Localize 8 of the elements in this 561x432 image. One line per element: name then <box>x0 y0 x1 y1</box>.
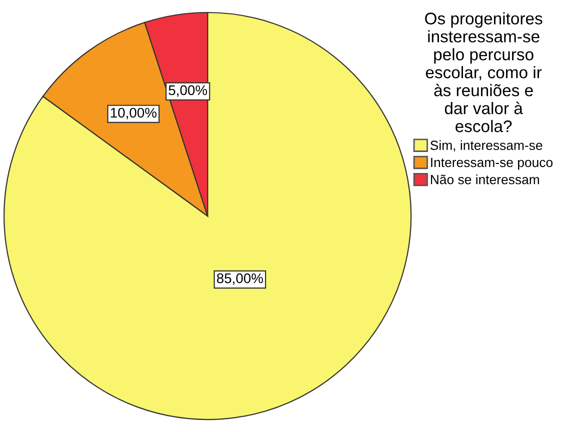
legend-label: Não se interessam <box>430 174 540 184</box>
data-label: 10,00% <box>110 108 156 120</box>
legend-label: Interessam-se pouco <box>431 158 553 170</box>
legend-title: Os progenitores insteressam-se pelo percurso escolar, como ir às reuniões e dar valor à escola? <box>425 12 542 132</box>
data-label: 5,00% <box>168 85 208 97</box>
legend-label: Sim, interessam-se <box>430 140 542 152</box>
data-label: 85,00% <box>216 273 263 285</box>
pie-slice <box>4 12 412 420</box>
